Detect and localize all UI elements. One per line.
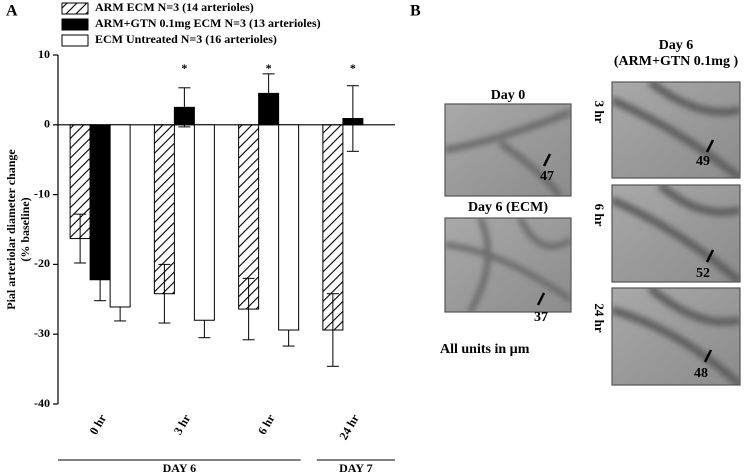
significance: * xyxy=(181,61,187,75)
y-axis-label: (% baseline) xyxy=(18,197,32,261)
bar xyxy=(278,124,300,331)
micrographs xyxy=(444,81,741,386)
x-tick-label: 24 hr xyxy=(336,411,362,442)
bar xyxy=(322,124,344,331)
group-label: DAY 6 xyxy=(163,461,196,475)
legend-label: ARM+GTN 0.1mg ECM N=3 (13 arterioles) xyxy=(95,16,321,30)
bar xyxy=(153,124,175,295)
bar xyxy=(342,118,364,126)
bar xyxy=(173,106,195,126)
units-note: All units in µm xyxy=(440,342,530,357)
measurement: 48 xyxy=(694,366,708,381)
y-tick-label: -10 xyxy=(34,186,50,200)
bar xyxy=(193,124,215,321)
time-label: 3 hr xyxy=(592,101,607,124)
column-title: (ARM+GTN 0.1mg ) xyxy=(614,54,739,69)
y-axis-label: Pial arteriolar diameter change xyxy=(4,149,18,310)
bar xyxy=(69,124,91,240)
time-label: 24 hr xyxy=(592,303,607,332)
significance: * xyxy=(350,61,356,75)
x-tick-label: 3 hr xyxy=(171,411,194,437)
x-tick-label: 0 hr xyxy=(86,411,109,437)
y-tick-label: -30 xyxy=(34,326,50,340)
x-tick-label: 6 hr xyxy=(255,411,278,437)
legend-swatch xyxy=(61,2,89,15)
legend-swatch xyxy=(61,34,89,47)
legend-label: ARM ECM N=3 (14 arterioles) xyxy=(95,0,254,14)
bar xyxy=(109,124,131,308)
y-tick-label: -40 xyxy=(34,396,50,410)
panel-label: B xyxy=(410,3,421,20)
image-title: Day 0 xyxy=(491,88,526,103)
measurement: 47 xyxy=(540,169,554,184)
column-title: Day 6 xyxy=(659,38,694,53)
legend-swatch xyxy=(61,18,89,31)
panel-label: A xyxy=(6,3,18,20)
measurement: 52 xyxy=(696,266,710,281)
group-label: DAY 7 xyxy=(339,461,372,475)
measurement: 49 xyxy=(696,154,710,169)
significance: * xyxy=(266,61,272,75)
y-tick-label: 0 xyxy=(44,117,50,131)
image-title: Day 6 (ECM) xyxy=(468,200,548,215)
y-tick-label: -20 xyxy=(34,256,50,270)
measurement: 37 xyxy=(534,310,548,325)
y-tick-label: 10 xyxy=(38,47,50,61)
bar xyxy=(89,124,111,281)
bar xyxy=(258,92,280,126)
legend-label: ECM Untreated N=3 (16 arterioles) xyxy=(95,32,277,46)
time-label: 6 hr xyxy=(592,204,607,227)
bar xyxy=(238,124,260,310)
